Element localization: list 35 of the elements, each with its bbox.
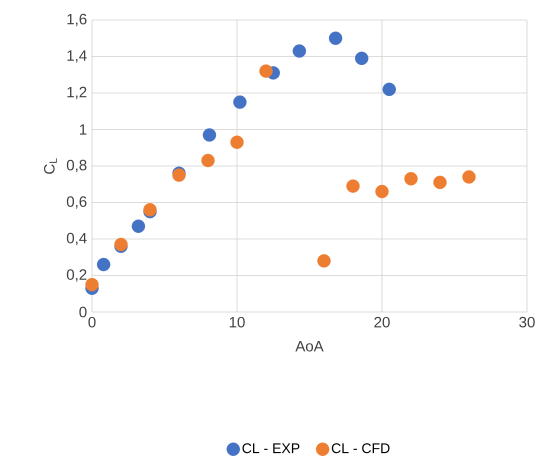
point [201, 154, 215, 168]
y-axis-title: C$_{L}$ [44, 158, 57, 174]
x-tick-label: 30 [519, 316, 535, 328]
legend-label: CL - CFD [332, 443, 390, 454]
y-tick-label: 1,6 [67, 14, 86, 26]
y-tick-label: 0,6 [66, 196, 86, 209]
x-tick-label: 0 [88, 316, 96, 328]
x-tick-label: 10 [230, 316, 245, 328]
point [382, 82, 396, 96]
point [375, 184, 389, 198]
point [404, 172, 418, 186]
point [259, 64, 273, 78]
point [317, 254, 331, 268]
point [292, 44, 306, 58]
y-tick-label: 1,4 [67, 50, 87, 63]
y-tick-label: 1,2 [67, 86, 86, 100]
x-tick-label: 20 [374, 316, 390, 328]
x-axis-title: AoA [295, 341, 324, 352]
point [433, 176, 447, 190]
point [462, 170, 476, 184]
y-tick-label: 0,8 [66, 160, 86, 172]
y-tick-label: 0,4 [66, 232, 87, 246]
y-tick-label: 0 [79, 306, 87, 318]
point [96, 258, 110, 272]
point [354, 52, 368, 66]
legend-label: CL - EXP [242, 443, 300, 454]
point [202, 128, 216, 142]
point [346, 179, 360, 193]
y-tick-label: 0,2 [66, 269, 86, 282]
point [132, 220, 146, 233]
point [328, 32, 342, 45]
y-tick-label: 1 [80, 124, 86, 135]
point [233, 95, 247, 109]
point [85, 278, 99, 292]
point [230, 136, 244, 149]
